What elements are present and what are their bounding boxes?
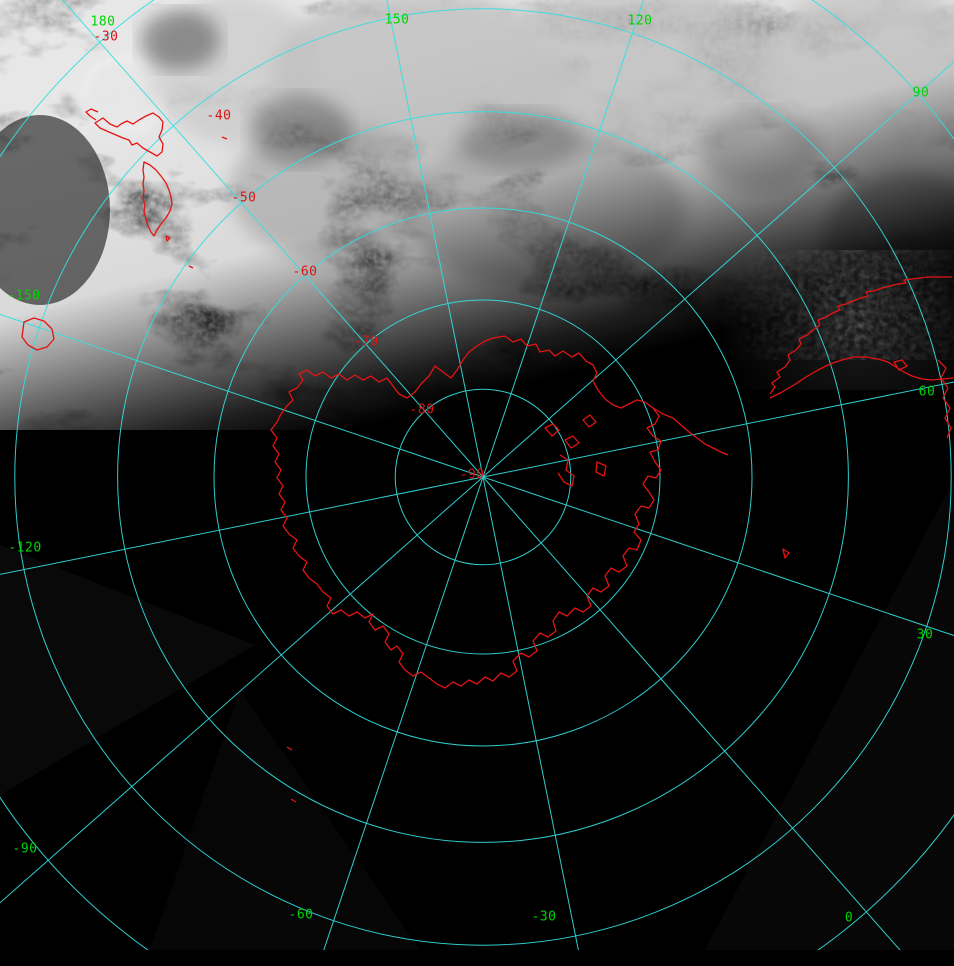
longitude-label: 150 (385, 13, 410, 28)
meridian-line (482, 476, 954, 637)
twilight-patch (700, 250, 954, 390)
meridian-line (0, 476, 484, 575)
latitude-circle (394, 388, 572, 566)
latitude-label: -60 (293, 265, 318, 280)
longitude-label: -150 (7, 289, 40, 304)
coastline-left-edge-island (21, 317, 55, 351)
longitude-label: -90 (13, 842, 38, 857)
meridian-line (61, 0, 484, 478)
night-shading (0, 480, 954, 950)
caption-bar: 3 ANTARCTIC COMPOSITE VISIBLE IMAGE 19 J… (0, 950, 954, 966)
coastline-antarctica (270, 335, 662, 689)
coastline-overlay (21, 108, 954, 803)
coastline-new-zealand-north-island (85, 108, 164, 157)
latitude-circle (305, 299, 661, 655)
meridian-line (482, 0, 645, 478)
longitude-label: 90 (913, 86, 930, 101)
coastline-new-zealand-south-island (142, 161, 173, 242)
longitude-label: 0 (845, 911, 853, 926)
coastline-peninsula-chain (652, 407, 729, 456)
meridian-line (482, 476, 901, 950)
longitude-label: 60 (919, 385, 936, 400)
meridian-line (482, 381, 954, 478)
meridian-line (482, 476, 579, 950)
latitude-label: -30 (94, 30, 119, 45)
latitude-label: -50 (232, 191, 257, 206)
longitude-label: 30 (917, 628, 934, 643)
meridian-line (482, 61, 954, 478)
latitude-circle (117, 111, 849, 843)
meridian-line (0, 476, 484, 904)
latitude-circle (14, 8, 952, 946)
longitude-label: -30 (532, 910, 557, 925)
longitude-label: 120 (628, 14, 653, 29)
latitude-label: -80 (410, 403, 435, 418)
latitude-label: -90 (460, 468, 485, 483)
coastline-antarctic-inner-islands (544, 414, 607, 487)
longitude-label: -120 (8, 541, 41, 556)
latitude-label: -70 (354, 335, 379, 350)
longitude-label: 180 (91, 15, 116, 30)
coastline-smooth-coast-right (769, 356, 954, 399)
latitude-circle (213, 207, 753, 747)
latitude-label: -40 (207, 109, 232, 124)
coastline-small-islands (188, 136, 790, 803)
coastline-right-edge-coast (937, 359, 952, 439)
meridian-line (323, 476, 484, 950)
meridian-line (386, 0, 484, 478)
graticule-labels: 180 150 120 90 60 30 0 -30 -60 -90 -120 -150 -30 -40 -… (7, 13, 936, 926)
longitude-label: -60 (289, 908, 314, 923)
meridian-line (0, 313, 484, 478)
coastline-island-chain-upper-right (769, 276, 952, 395)
